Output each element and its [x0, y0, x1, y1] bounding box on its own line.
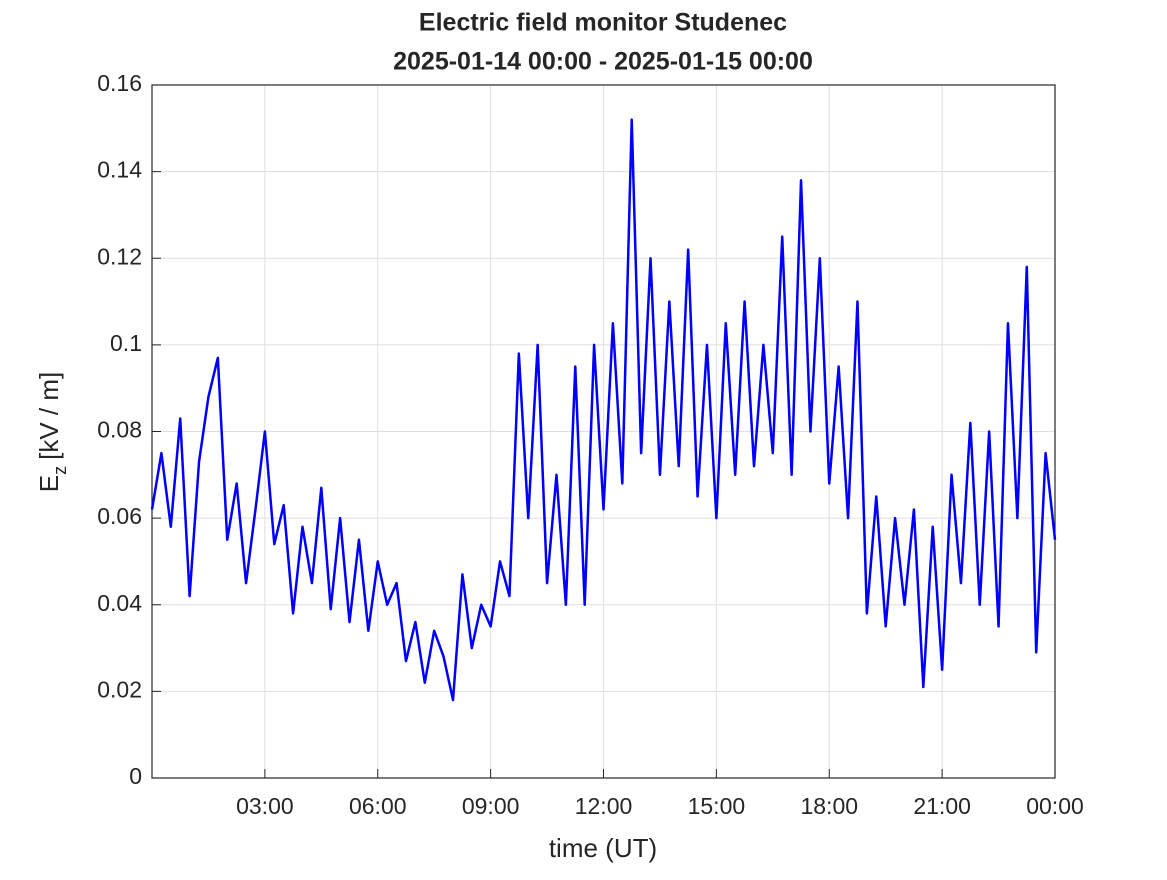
y-tick-label: 0.16 — [97, 70, 142, 96]
y-label-unit: [kV / m] — [34, 372, 64, 460]
plot-area: 0 0.02 0.04 0.06 0.08 0.1 0.12 0.14 0.16 03:00 06:… — [97, 70, 1084, 819]
x-tick-label: 09:00 — [462, 793, 520, 819]
y-tick-label: 0.14 — [97, 157, 142, 183]
x-tick-label: 00:00 — [1026, 793, 1084, 819]
y-tick-label: 0.1 — [110, 330, 142, 356]
x-tick-label: 03:00 — [236, 793, 294, 819]
x-tick-label: 15:00 — [688, 793, 746, 819]
chart-subtitle: 2025-01-14 00:00 - 2025-01-15 00:00 — [393, 48, 813, 76]
y-tick-label: 0.04 — [97, 590, 142, 616]
y-tick-label: 0.02 — [97, 676, 142, 702]
x-tick-label: 12:00 — [575, 793, 633, 819]
x-axis-label: time (UT) — [549, 833, 657, 863]
x-tick-label: 21:00 — [913, 793, 971, 819]
y-tick-label: 0 — [129, 763, 142, 789]
y-label-sub: z — [50, 466, 70, 475]
plot-frame — [151, 84, 1056, 779]
y-tick-label: 0.08 — [97, 417, 142, 443]
y-axis-label: Ez [kV / m] — [34, 372, 70, 492]
x-tick-label: 06:00 — [349, 793, 407, 819]
y-label-main: E — [34, 475, 64, 492]
y-tick-label: 0.12 — [97, 243, 142, 269]
y-tick-label: 0.06 — [97, 503, 142, 529]
chart-title: Electric field monitor Studenec — [419, 9, 787, 37]
x-tick-label: 18:00 — [800, 793, 858, 819]
data-line — [150, 118, 1057, 702]
